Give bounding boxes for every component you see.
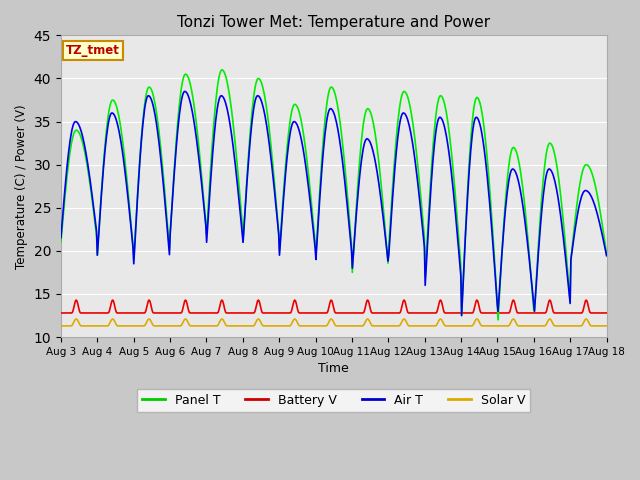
- Y-axis label: Temperature (C) / Power (V): Temperature (C) / Power (V): [15, 104, 28, 268]
- Text: TZ_tmet: TZ_tmet: [67, 44, 120, 58]
- X-axis label: Time: Time: [318, 362, 349, 375]
- Legend: Panel T, Battery V, Air T, Solar V: Panel T, Battery V, Air T, Solar V: [138, 389, 530, 412]
- Title: Tonzi Tower Met: Temperature and Power: Tonzi Tower Met: Temperature and Power: [177, 15, 490, 30]
